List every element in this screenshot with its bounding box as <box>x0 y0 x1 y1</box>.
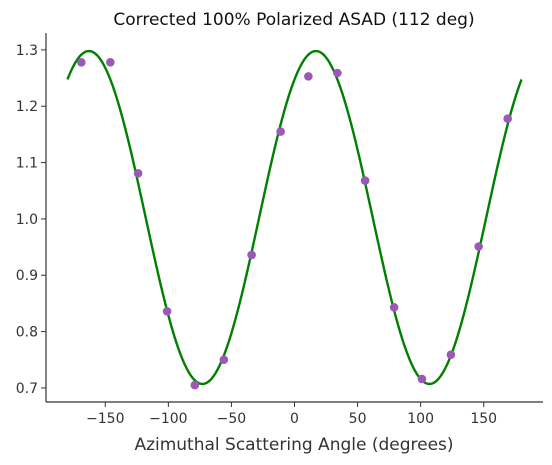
data-point <box>360 176 370 185</box>
data-points <box>77 57 512 390</box>
x-tick-label: −150 <box>86 411 124 427</box>
data-point <box>333 68 342 78</box>
data-point <box>276 127 285 136</box>
x-tick-label: 150 <box>470 411 497 427</box>
plot-area: 0.7 0.8 0.9 1.0 1.1 1.2 1.3 −150 −100 −50 0 50 100 1… <box>16 33 543 427</box>
x-tick-label: 100 <box>407 411 434 427</box>
data-point <box>417 374 427 384</box>
y-tick-label: 0.9 <box>16 268 38 284</box>
data-point <box>474 242 483 251</box>
x-axis: −150 −100 −50 0 50 100 150 <box>86 402 497 427</box>
y-tick-label: 0.8 <box>16 325 38 341</box>
data-point <box>304 72 313 81</box>
data-point <box>162 306 172 316</box>
fit-curve <box>66 49 523 386</box>
data-point <box>219 355 229 365</box>
chart-title: Corrected 100% Polarized ASAD (112 deg) <box>113 10 474 30</box>
data-point <box>106 57 115 67</box>
y-tick-label: 0.7 <box>16 381 38 397</box>
x-axis-label: Azimuthal Scattering Angle (degrees) <box>134 435 453 455</box>
x-tick-label: −100 <box>149 411 187 427</box>
y-tick-label: 1.1 <box>16 156 38 172</box>
data-point <box>77 57 86 67</box>
y-tick-label: 1.0 <box>16 212 38 228</box>
y-axis: 0.7 0.8 0.9 1.0 1.1 1.2 1.3 <box>16 43 46 397</box>
x-tick-label: 50 <box>349 411 367 427</box>
y-tick-label: 1.2 <box>16 99 38 115</box>
data-point <box>446 350 456 359</box>
data-point <box>133 168 143 178</box>
data-point <box>389 303 399 312</box>
data-point <box>503 114 512 123</box>
data-point <box>190 380 200 390</box>
x-tick-label: −50 <box>217 411 247 427</box>
y-tick-label: 1.3 <box>16 43 38 59</box>
x-tick-label: 0 <box>290 411 299 427</box>
data-point <box>247 250 256 260</box>
